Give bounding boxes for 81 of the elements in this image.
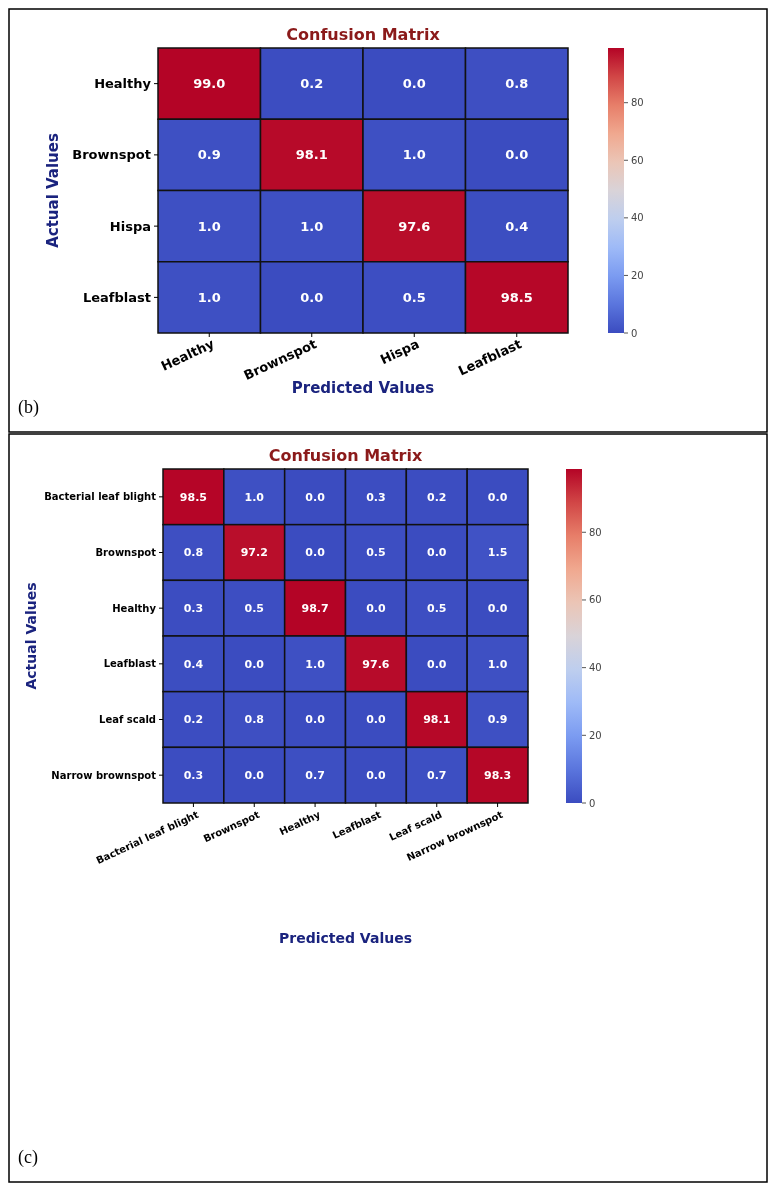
x-tick-label: Hispa [377,336,422,368]
data-label: 0.3 [183,602,204,616]
data-label: 97.6 [362,657,390,671]
data-label: 0.8 [505,76,529,92]
data-label: 1.0 [305,657,326,671]
data-label: 0.0 [244,657,265,671]
y-tick-label: Leafblast [82,289,151,305]
data-label: 1.0 [197,218,221,234]
data-label: 0.0 [487,490,508,504]
color-bar-label: 80 [631,97,644,109]
y-tick-label: Leafblast [103,658,157,670]
y-tick-label: Leaf scald [99,714,156,725]
color-bar-label: 40 [631,212,644,224]
data-label: 0.2 [300,76,324,92]
data-label: 0.0 [487,602,508,616]
color-bar-label: 40 [589,662,602,674]
data-label: 0.9 [197,147,221,163]
data-label: 0.9 [487,713,508,727]
data-label: 98.5 [500,289,533,305]
data-label: 97.2 [240,546,268,560]
color-bar-label: 60 [631,154,644,166]
data-label: 1.0 [244,490,265,504]
color-bar-label: 60 [589,594,602,606]
data-label: 99.0 [193,76,226,92]
data-label: 0.3 [366,490,386,504]
data-label: 0.0 [300,289,324,305]
color-bar-label: 20 [589,729,602,741]
data-label: 0.0 [505,147,529,163]
data-label: 0.3 [183,769,204,783]
data-label: 0.0 [402,76,426,92]
data-label: 0.0 [366,602,386,616]
x-axis-title: Predicted Values [279,930,412,946]
data-label: 97.6 [398,218,431,234]
data-label: 0.8 [183,546,204,560]
data-label: 0.4 [183,657,204,671]
y-tick-label: Hispa [109,218,151,234]
color-bar-label: 80 [589,526,602,538]
data-label: 0.5 [402,289,426,305]
y-tick-label: Narrow brownspot [51,769,157,781]
data-label: 0.2 [183,713,204,727]
color-bar-label: 0 [589,797,596,809]
color-bar-label: 20 [631,269,644,281]
data-label: 0.0 [366,769,386,783]
data-label: 1.0 [487,657,508,671]
y-tick-label: Healthy [112,602,157,614]
data-label: 0.2 [427,490,447,504]
data-label: 98.5 [179,490,207,504]
y-axis-title: Actual Values [44,133,62,248]
color-bar-label: 0 [631,327,638,339]
chart-title: Confusion Matrix [286,25,441,44]
data-label: 0.4 [505,218,529,234]
data-label: 0.0 [244,769,265,783]
data-label: 98.7 [301,602,329,616]
data-label: 0.7 [305,769,325,783]
data-label: 1.0 [300,218,324,234]
y-tick-label: Healthy [94,76,152,92]
data-label: 98.1 [295,147,328,163]
data-label: 0.0 [305,490,326,504]
data-label: 0.0 [427,546,447,560]
data-label: 0.0 [305,713,326,727]
y-tick-label: Brownspot [95,547,157,558]
y-axis-title: Actual Values [23,582,39,690]
data-label: 0.0 [305,546,326,560]
data-label: 0.5 [244,602,264,616]
x-axis-title: Predicted Values [291,379,435,397]
text: (c) [18,1147,38,1168]
data-label: 98.1 [423,713,451,727]
data-label: 1.5 [487,546,508,560]
data-label: 0.0 [366,713,386,727]
data-label: 1.0 [197,289,221,305]
text: (b) [18,397,39,418]
data-label: 98.3 [484,769,512,783]
data-label: 0.0 [427,657,447,671]
y-tick-label: Bacterial leaf blight [44,491,157,503]
chart-title: Confusion Matrix [268,446,423,465]
data-label: 0.5 [427,602,447,616]
data-label: 1.0 [402,147,426,163]
data-label: 0.7 [427,769,447,783]
data-label: 0.5 [366,546,386,560]
y-tick-label: Brownspot [72,147,151,163]
data-label: 0.8 [244,713,264,727]
